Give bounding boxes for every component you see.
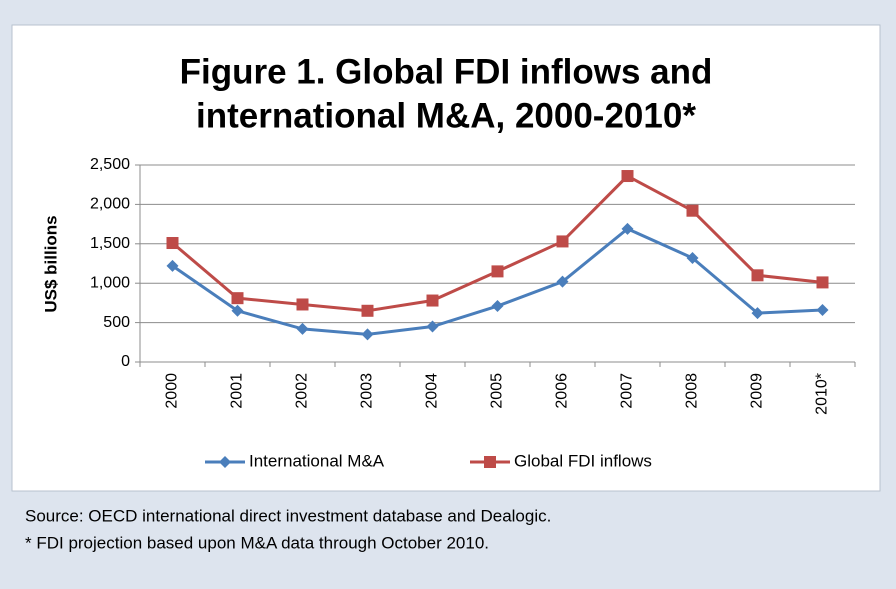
x-tick-label: 2000 xyxy=(164,373,181,409)
data-point xyxy=(361,328,374,341)
data-point xyxy=(361,304,374,317)
x-tick-label: 2001 xyxy=(229,373,246,409)
x-tick-label: 2009 xyxy=(749,373,766,409)
data-point xyxy=(751,269,764,282)
x-tick-label: 2008 xyxy=(684,373,701,409)
legend-label: Global FDI inflows xyxy=(514,451,652,470)
y-tick-label: 1,500 xyxy=(90,235,130,252)
x-tick-label: 2010* xyxy=(814,373,831,415)
chart-area xyxy=(11,24,881,492)
y-tick-label: 2,000 xyxy=(90,196,130,213)
data-point xyxy=(686,251,699,264)
data-point xyxy=(491,265,504,278)
chart-title: international M&A, 2000-2010* xyxy=(196,96,696,135)
data-point xyxy=(166,259,179,272)
data-point xyxy=(816,276,829,289)
legend-marker xyxy=(484,456,496,468)
y-tick-label: 2,500 xyxy=(90,156,130,173)
chart-title: Figure 1. Global FDI inflows and xyxy=(180,52,713,91)
y-tick-label: 500 xyxy=(103,314,130,331)
y-axis-label: US$ billions xyxy=(41,215,60,312)
y-tick-label: 0 xyxy=(121,353,130,370)
data-point xyxy=(296,298,309,311)
data-point xyxy=(426,320,439,333)
data-point xyxy=(556,275,569,288)
data-point xyxy=(816,303,829,316)
data-point xyxy=(231,292,244,305)
legend-marker xyxy=(219,456,231,468)
data-point xyxy=(231,304,244,317)
data-point xyxy=(621,222,634,235)
data-point xyxy=(686,204,699,217)
x-tick-label: 2003 xyxy=(359,373,376,409)
x-tick-label: 2007 xyxy=(619,373,636,409)
x-tick-label: 2005 xyxy=(489,373,506,409)
data-point xyxy=(166,237,179,250)
x-tick-label: 2004 xyxy=(424,373,441,409)
x-tick-label: 2002 xyxy=(294,373,311,409)
legend-label: International M&A xyxy=(249,451,385,470)
y-tick-label: 1,000 xyxy=(90,274,130,291)
footnote: Source: OECD international direct invest… xyxy=(25,506,551,525)
data-point xyxy=(621,170,634,183)
footnote: * FDI projection based upon M&A data thr… xyxy=(25,533,489,552)
data-point xyxy=(491,300,504,313)
data-point xyxy=(751,307,764,320)
x-tick-label: 2006 xyxy=(554,373,571,409)
data-point xyxy=(426,294,439,307)
data-point xyxy=(296,322,309,335)
data-point xyxy=(556,235,569,248)
